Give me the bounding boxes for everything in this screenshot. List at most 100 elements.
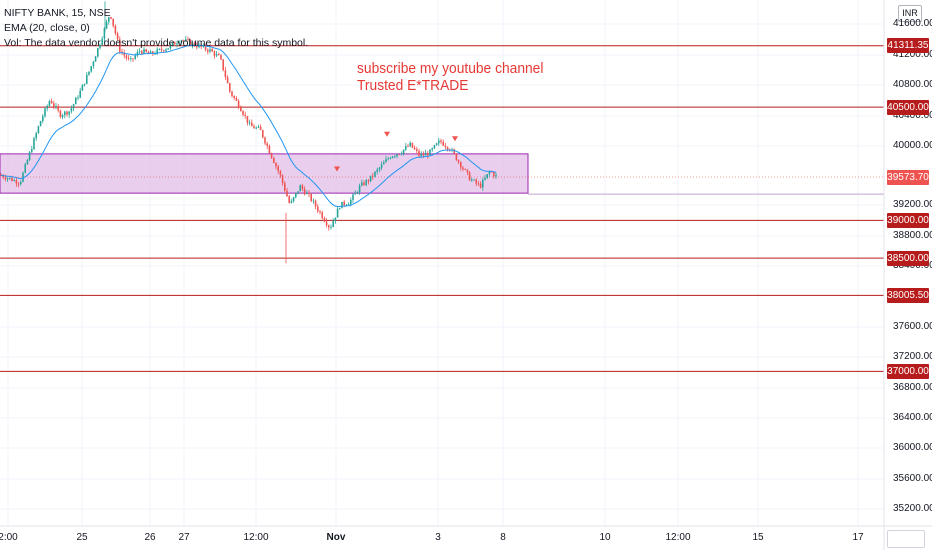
symbol-title[interactable]: NIFTY BANK, 15, NSE [4,7,111,19]
price-tick-label: 37200.00 [893,351,932,362]
candle-body [455,153,458,161]
candle-body [290,201,293,203]
volume-indicator-label[interactable]: Vol: The data vendor doesn't provide vol… [4,37,309,49]
candle-body [31,149,33,153]
candle-body [119,39,121,52]
horizontal-levels[interactable] [0,45,884,372]
ema-line [0,44,497,208]
candle-body [394,156,396,157]
candle-body [156,49,158,54]
candle-body [81,84,84,91]
candle-body [130,58,132,60]
candle-body [363,182,365,186]
candle-body [211,49,213,52]
time-tick-label: 17 [852,532,864,543]
zone-rect[interactable] [0,153,529,194]
candle-body [471,179,473,181]
candle-body [15,180,18,184]
candle-body [429,149,431,156]
candle-body [215,54,218,56]
candle-body [251,122,253,127]
candle-body [374,171,376,177]
candle-body [314,200,317,207]
candle-body [453,149,455,154]
candle-body [235,97,238,101]
candle-body [141,51,143,54]
time-tick-label: Nov [326,532,346,543]
price-level-tag: 38005.50 [887,287,929,303]
candle-body [418,150,420,156]
candle-body [180,40,183,43]
candle-body [477,183,480,185]
candle-body [143,49,145,54]
candle-body [132,58,134,60]
price-tick-label: 40000.00 [893,140,932,151]
candle-body [79,90,81,98]
candle-body [266,143,268,146]
support-resistance-zone[interactable] [0,153,529,194]
sell-marker-icon [384,131,390,137]
candle-body [413,147,416,150]
candle-body [389,157,392,159]
candle-body [42,116,44,122]
candle-body [312,200,315,202]
candle-body [286,190,288,197]
candle-body [207,49,209,52]
candle-body [378,167,381,170]
candle-body [61,115,64,117]
price-level-tag: 37000.00 [887,363,929,379]
candle-body [112,18,114,26]
candle-body [13,180,15,181]
candle-body [407,146,409,147]
price-tick-label: 39200.00 [893,199,932,210]
candle-body [416,149,418,151]
candle-body [490,171,493,173]
candle-body [242,111,244,115]
candle-body [354,192,356,195]
chart-text-annotation[interactable]: subscribe my youtube channel Trusted E*T… [357,60,543,94]
chart-grid [0,0,884,526]
candle-body [233,95,235,98]
ema-indicator-label[interactable]: EMA (20, close, 0) [4,22,90,34]
candle-body [165,49,167,52]
candle-body [473,179,475,181]
candle-body [174,42,176,45]
candle-body [308,192,310,195]
candle-body [169,45,172,49]
price-tick-label: 35200.00 [893,503,932,514]
candle-body [420,154,422,156]
candle-body [383,162,385,165]
candle-body [438,140,440,144]
candle-body [380,164,383,168]
time-tick-label: 12:00 [665,532,691,543]
candle-body [330,226,332,228]
candle-body [125,55,128,59]
candle-body [145,49,147,52]
candle-body [240,107,242,112]
candle-body [358,185,361,193]
candle-body [422,154,425,156]
candle-body [248,122,251,124]
candle-body [279,171,282,176]
axis-settings-button[interactable] [887,530,925,548]
candle-body [86,74,88,84]
price-tick-label: 36800.00 [893,382,932,393]
candle-body [424,152,427,156]
currency-badge[interactable]: INR [898,5,922,22]
candle-body [90,66,92,72]
candle-body [361,182,363,186]
price-level-tag: 38500.00 [887,250,929,266]
time-tick-label: 8 [500,532,506,543]
candle-body [475,179,477,184]
candle-body [220,55,222,60]
candle-body [295,192,297,198]
candle-body [464,168,466,170]
candle-body [468,172,471,181]
candle-body [97,48,99,57]
candle-body [365,180,367,186]
sell-marker-icon [452,136,458,142]
candle-body [48,101,51,106]
candle-body [17,183,20,185]
price-level-tag: 39000.00 [887,212,929,228]
